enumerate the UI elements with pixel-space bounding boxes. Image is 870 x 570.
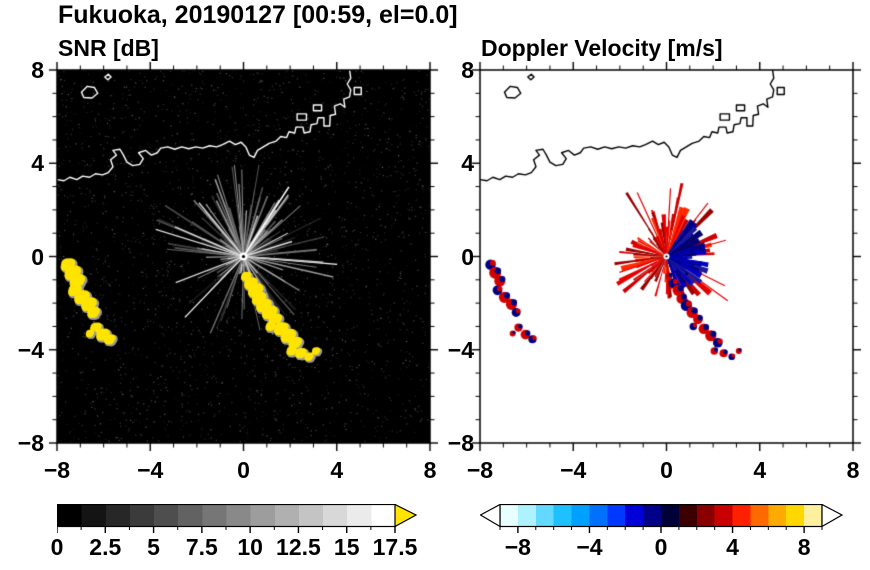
- snr-plot: [41, 54, 446, 459]
- x-tick-label: 4: [330, 457, 344, 483]
- snr-colorbar-label: 15: [333, 534, 360, 560]
- x-tick-label: 8: [423, 457, 437, 483]
- snr-colorbar-label: 2.5: [89, 534, 122, 560]
- doppler-plot: [464, 54, 869, 459]
- doppler-colorbar: [479, 503, 855, 539]
- y-tick-label: 4: [31, 150, 44, 177]
- y-tick-label: 0: [461, 243, 474, 270]
- doppler-colorbar-label: 4: [726, 534, 739, 560]
- x-tick-label: 8: [846, 457, 860, 483]
- y-tick-label: 8: [461, 57, 474, 83]
- x-tick-label: 0: [660, 457, 673, 483]
- snr-colorbar-label: 12.5: [276, 534, 321, 560]
- x-tick-label: −4: [560, 457, 587, 483]
- snr-colorbar-label: 17.5: [372, 534, 418, 560]
- doppler-colorbar-label: −8: [504, 534, 531, 560]
- snr-colorbar-label: 0: [50, 534, 64, 560]
- y-tick-label: −4: [17, 336, 44, 363]
- doppler-colorbar-label: −4: [576, 534, 603, 560]
- snr-colorbar-label: 5: [147, 534, 160, 560]
- x-tick-label: −8: [43, 457, 71, 483]
- snr-colorbar-label: 10: [237, 534, 263, 560]
- snr-colorbar-label: 7.5: [185, 534, 218, 560]
- y-tick-label: 4: [461, 150, 474, 177]
- figure-title: Fukuoka, 20190127 [00:59, el=0.0]: [58, 1, 458, 29]
- x-tick-label: −4: [137, 457, 164, 483]
- x-tick-label: 0: [237, 457, 250, 483]
- y-tick-label: 0: [31, 243, 44, 270]
- y-tick-label: −4: [447, 336, 474, 363]
- doppler-colorbar-label: 0: [654, 534, 668, 560]
- y-tick-label: −8: [447, 430, 474, 456]
- y-tick-label: −8: [17, 430, 44, 456]
- doppler-colorbar-label: 8: [797, 534, 811, 560]
- x-tick-label: 4: [753, 457, 767, 483]
- snr-colorbar: [56, 503, 437, 539]
- y-tick-label: 8: [31, 57, 44, 83]
- x-tick-label: −8: [466, 457, 494, 483]
